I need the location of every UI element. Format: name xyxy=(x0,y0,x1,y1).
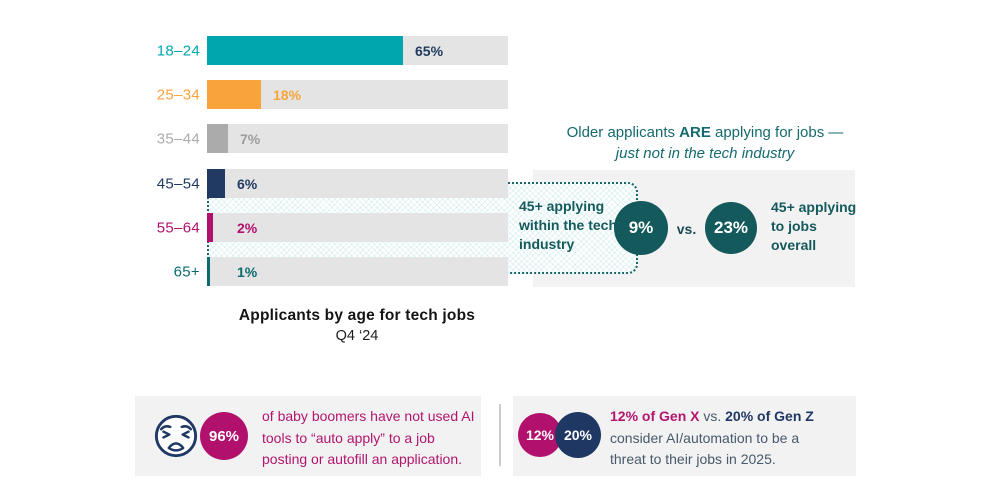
baby-boomers-stat-text: of baby boomers have not used AI tools t… xyxy=(262,406,480,471)
bar-row: 45–54 6% xyxy=(0,169,1000,198)
bar-row: 65+ 1% xyxy=(0,257,1000,286)
stat-text-line: posting or autofill an application. xyxy=(262,451,463,467)
bar xyxy=(207,169,225,198)
bar-row: 55–64 2% xyxy=(0,213,1000,242)
bar-value: 2% xyxy=(237,219,258,236)
age-label: 18–24 xyxy=(156,42,200,59)
vs-label: vs. xyxy=(676,221,697,237)
stat-circle-12: 12% xyxy=(518,413,562,457)
age-label: 35–44 xyxy=(156,130,200,147)
bar-row: 18–24 65% xyxy=(0,36,1000,65)
bar-value: 65% xyxy=(415,42,444,59)
bar-track: 2% xyxy=(207,213,508,242)
callout-label-right: 45+ applying to jobs overall xyxy=(771,199,857,253)
stat-circle-96: 96% xyxy=(200,412,248,460)
age-label: 55–64 xyxy=(156,219,200,236)
stat-text-line: threat to their jobs in 2025. xyxy=(610,451,776,467)
stat-circle-9: 9% xyxy=(614,201,668,255)
stat-text-line: 12% of Gen X vs. 20% of Gen Z xyxy=(610,408,814,424)
chart-subtitle: Q4 ‘24 xyxy=(335,328,379,344)
bar-track: 18% xyxy=(207,80,508,109)
age-label: 45–54 xyxy=(156,175,200,192)
divider xyxy=(499,404,501,466)
bar-value: 18% xyxy=(273,86,302,103)
bar xyxy=(207,213,213,242)
chart-title: Applicants by age for tech jobs Q4 ‘24 xyxy=(182,307,532,344)
stat-circle-23: 23% xyxy=(705,202,757,254)
bar-track: 65% xyxy=(207,36,508,65)
chart-title-text: Applicants by age for tech jobs xyxy=(238,307,476,324)
age-label: 65+ xyxy=(173,263,200,280)
insight-heading-bold: ARE xyxy=(679,124,711,141)
genz-value: 20% of Gen Z xyxy=(725,408,814,424)
bar-value: 7% xyxy=(240,130,261,147)
callout-label-left: 45+ applying within the tech industry xyxy=(519,198,617,252)
insight-heading-line1: Older applicants ARE applying for jobs — xyxy=(566,124,844,141)
bar-track: 1% xyxy=(207,257,508,286)
insight-heading: Older applicants ARE applying for jobs —… xyxy=(540,122,870,164)
insight-heading-line2: just not in the tech industry xyxy=(615,145,795,162)
bar-row: 35–44 7% xyxy=(0,124,1000,153)
genx-genz-stat-text: 12% of Gen X vs. 20% of Gen Z consider A… xyxy=(610,406,860,471)
bar xyxy=(207,257,210,286)
stat-text-line: of baby boomers have not used AI xyxy=(262,408,475,424)
bar xyxy=(207,36,403,65)
stat-text-line: consider AI/automation to be a xyxy=(610,429,800,446)
bar-row: 25–34 18% xyxy=(0,80,1000,109)
bar-track: 6% xyxy=(207,169,508,198)
stat-text-line: tools to “auto apply” to a job xyxy=(262,429,435,446)
bar-chart: 18–24 65% 25–34 18% 35–44 7% 45–54 6% 55–64 2% 65+… xyxy=(0,36,1000,286)
bar xyxy=(207,80,261,109)
stat-circle-20: 20% xyxy=(555,412,601,458)
bar-value: 6% xyxy=(237,175,258,192)
genx-value: 12% of Gen X xyxy=(610,408,700,424)
weary-face-icon xyxy=(153,413,199,459)
bar-track: 7% xyxy=(207,124,508,153)
bar-value: 1% xyxy=(237,263,258,280)
bar xyxy=(207,124,228,153)
age-label: 25–34 xyxy=(156,86,200,103)
